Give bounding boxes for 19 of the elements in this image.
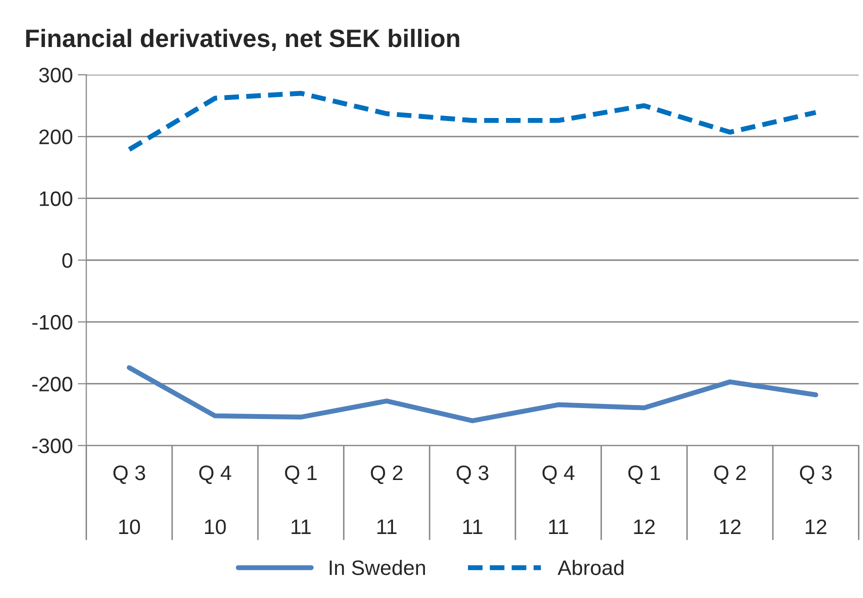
- category-label: Q 2 12: [714, 466, 746, 534]
- category-label: Q 4 11: [542, 466, 574, 534]
- category-label: Q 3 10: [113, 466, 146, 534]
- category-label: Q 1 11: [285, 466, 317, 534]
- y-tick-label: 0: [62, 253, 72, 268]
- category-label: Q 2 11: [370, 466, 402, 534]
- category-label: Q 3 12: [800, 466, 832, 534]
- y-tick-label: -100: [32, 314, 72, 330]
- category-label: Q 3 11: [456, 466, 488, 534]
- legend-label: Abroad: [558, 560, 624, 576]
- y-tick-label: -200: [32, 376, 72, 392]
- category-label: Q 1 12: [628, 466, 660, 534]
- y-tick-label: 200: [39, 130, 72, 144]
- category-label: Q 4 10: [199, 466, 232, 534]
- chart-title: Financial derivatives, net SEK billion: [26, 28, 460, 51]
- y-tick-label: 300: [39, 68, 72, 83]
- y-tick-label: 100: [40, 191, 72, 206]
- legend-label: In Sweden: [330, 560, 425, 576]
- y-tick-label: -300: [32, 438, 72, 454]
